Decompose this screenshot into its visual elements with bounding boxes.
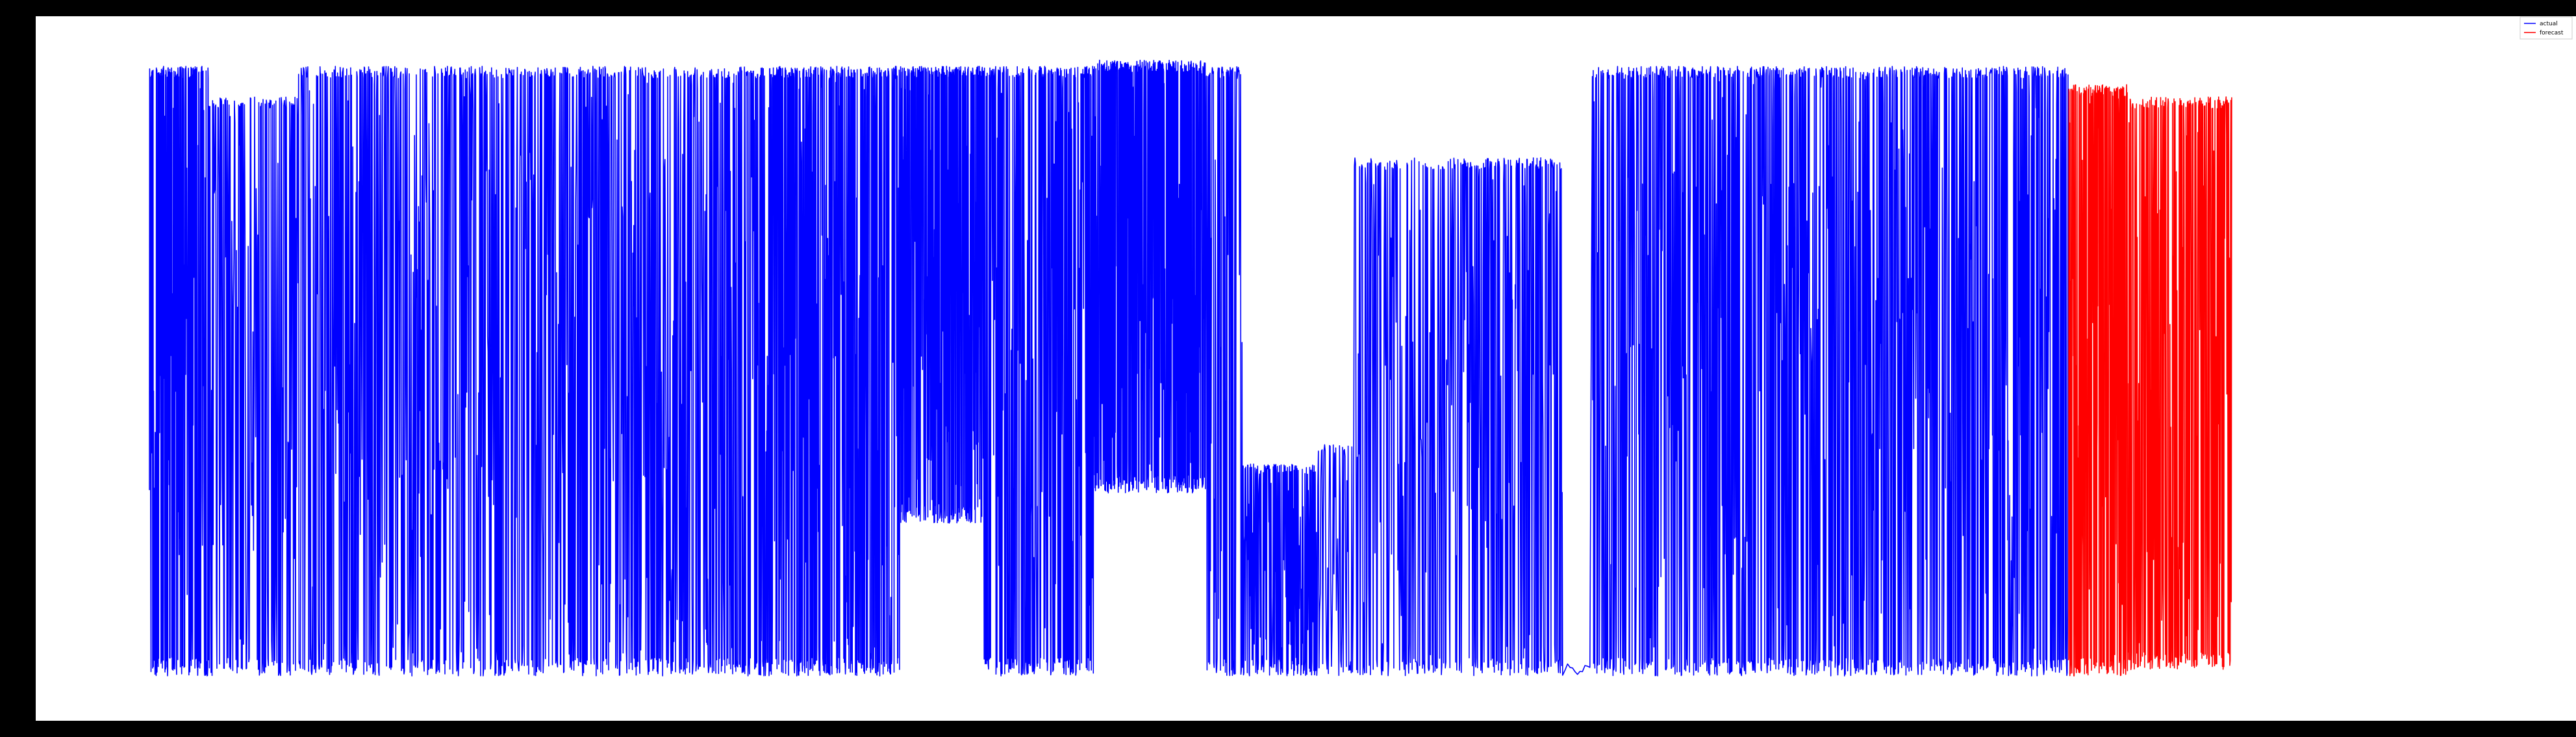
legend-box: [2519, 16, 2573, 40]
series-line-forecast: [2067, 84, 2232, 677]
series-line-actual: [149, 59, 2069, 677]
series-layer: [149, 59, 2232, 677]
legend-label-actual: actual: [2540, 21, 2558, 27]
legend-label-forecast: forecast: [2540, 30, 2564, 36]
legend: actual forecast: [2519, 16, 2573, 40]
